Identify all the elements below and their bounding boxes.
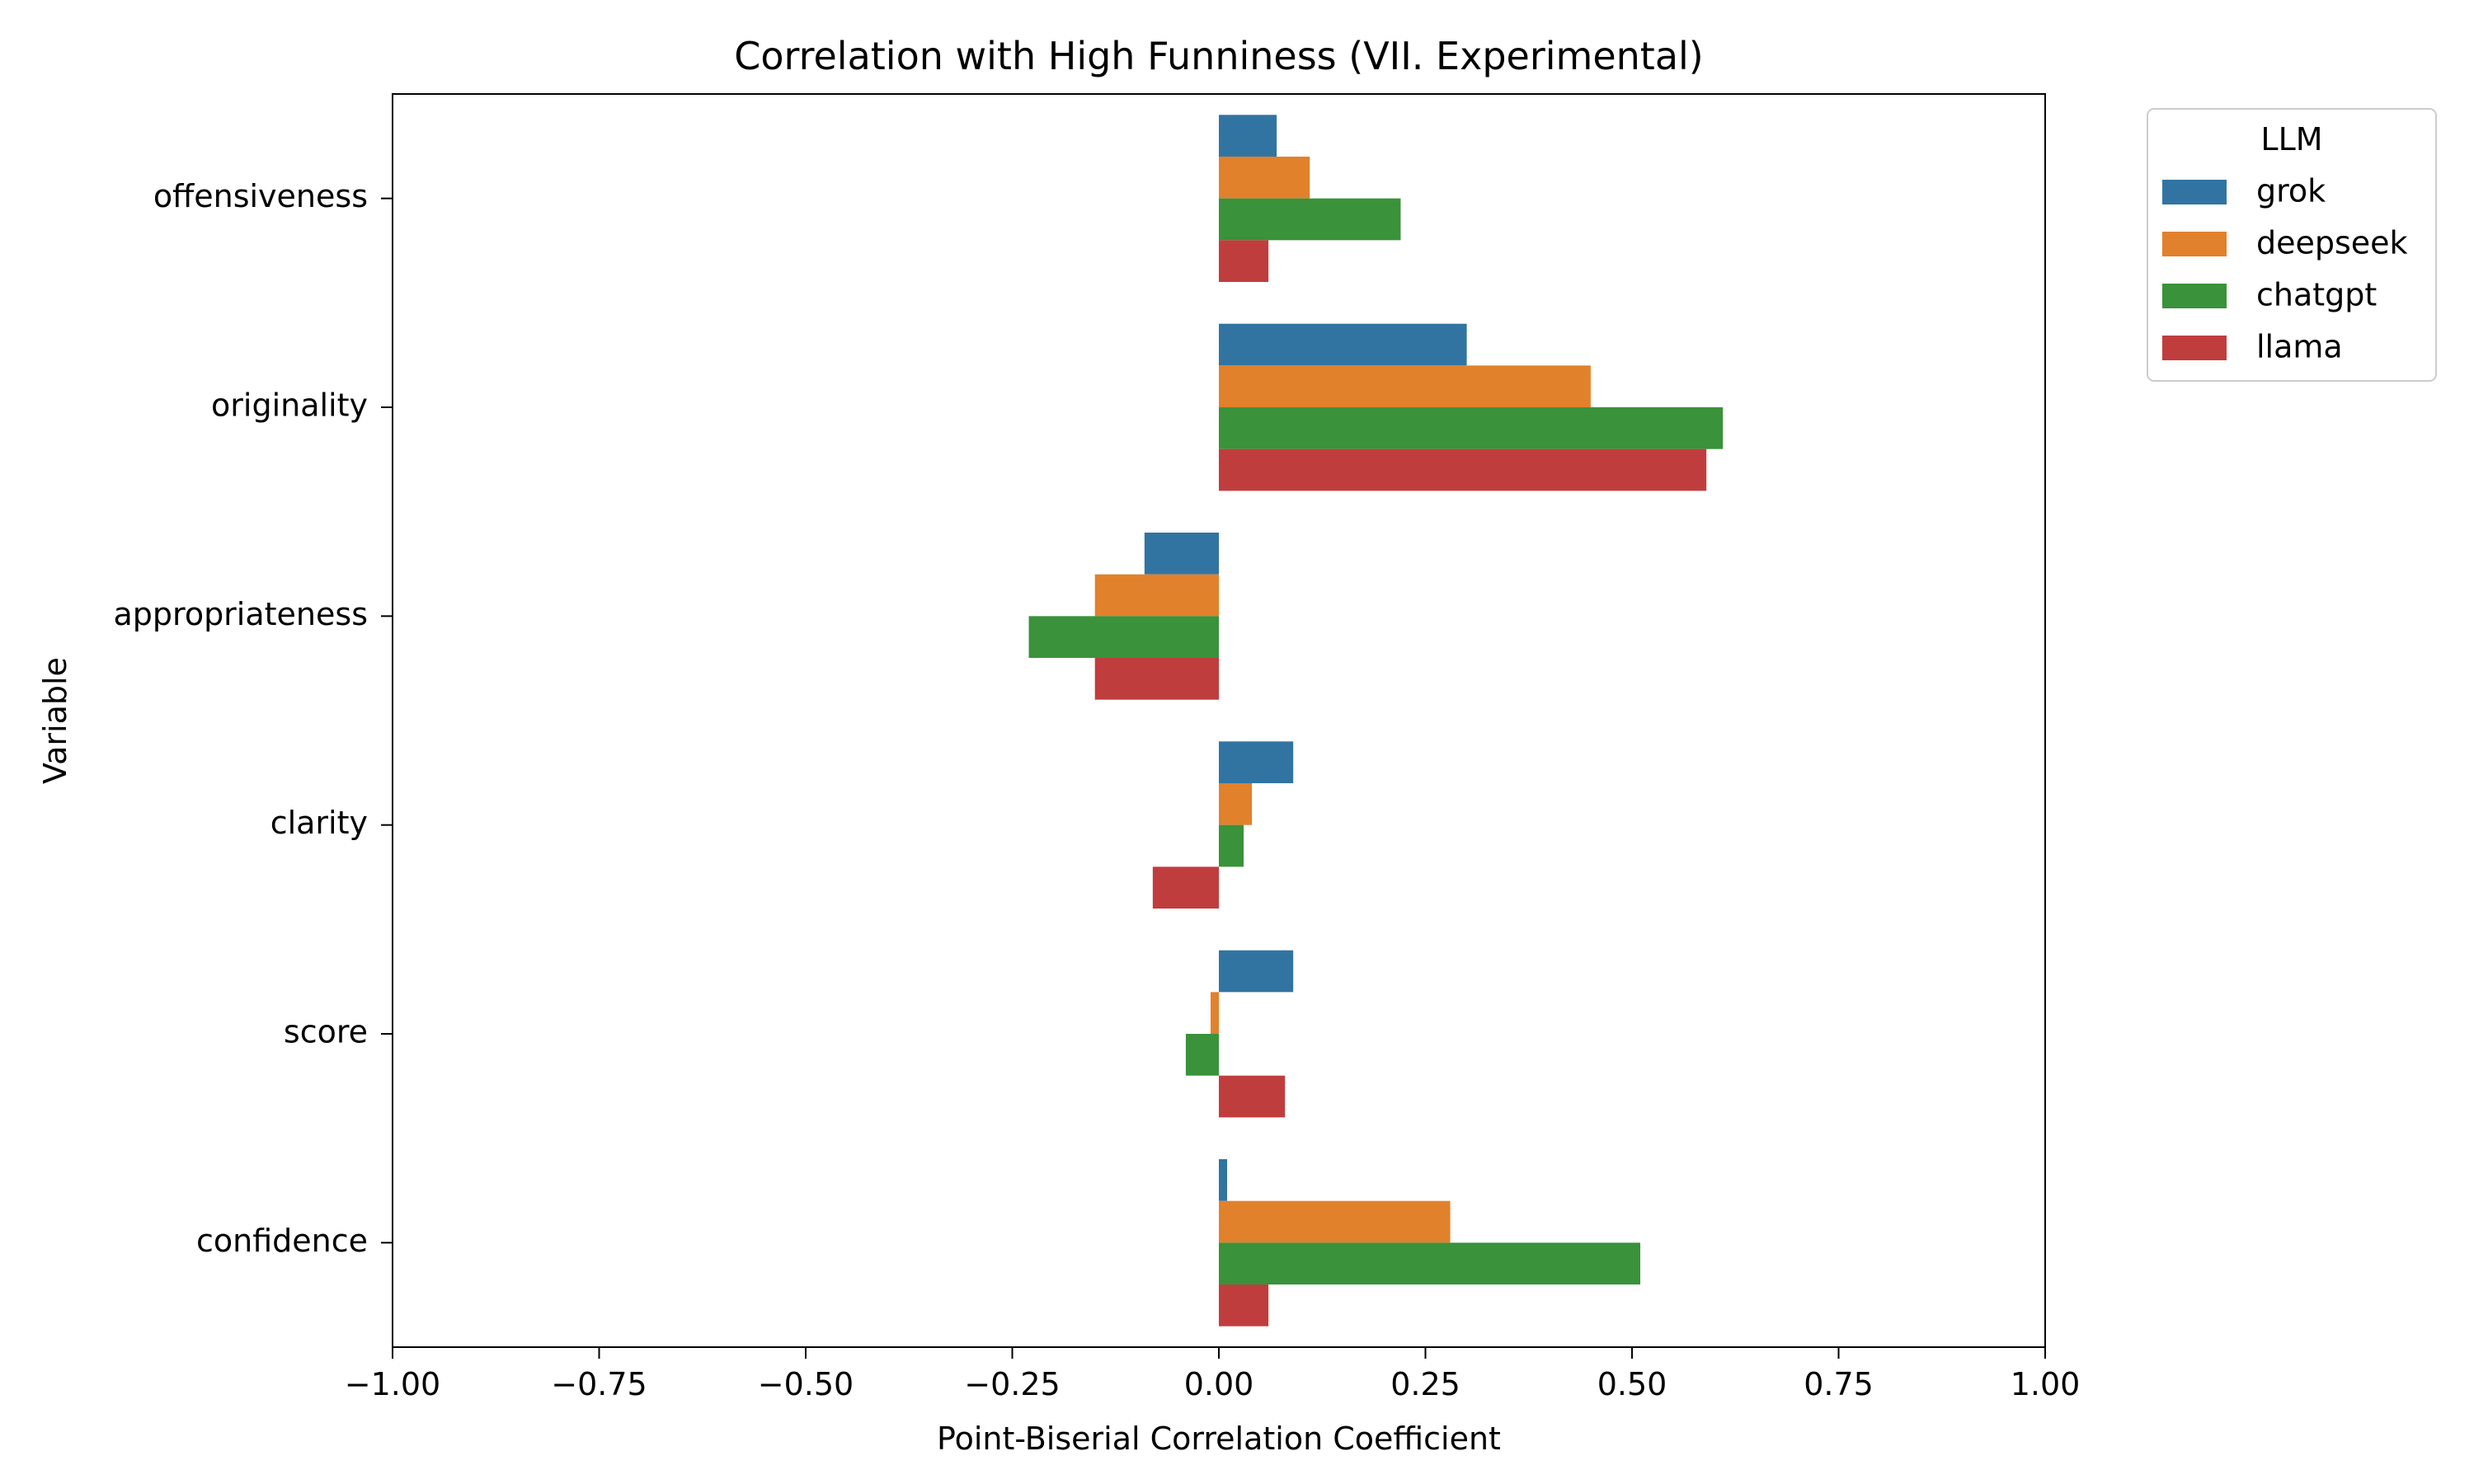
- bar-score-llama: [1219, 1075, 1286, 1118]
- y-tick-label: score: [284, 1014, 368, 1050]
- bar-offensiveness-deepseek: [1219, 157, 1310, 199]
- bar-appropriateness-chatgpt: [1028, 616, 1219, 658]
- legend-box: [2147, 108, 2437, 382]
- legend-title: LLM: [2260, 121, 2322, 157]
- bar-originality-llama: [1219, 448, 1707, 491]
- legend-label-deepseek: deepseek: [2256, 225, 2408, 261]
- bar-clarity-chatgpt: [1219, 824, 1244, 867]
- bar-originality-deepseek: [1219, 365, 1591, 407]
- y-tick-label: originality: [211, 387, 368, 424]
- legend-label-grok: grok: [2256, 173, 2326, 209]
- bar-confidence-deepseek: [1219, 1200, 1451, 1243]
- x-tick-label: 0.50: [1597, 1366, 1667, 1402]
- bar-clarity-deepseek: [1219, 783, 1253, 825]
- bar-confidence-grok: [1219, 1159, 1228, 1201]
- x-axis: −1.00 −0.75 −0.50 −0.25 0.00 0.25 0.50 0.75 1.00: [345, 1347, 2081, 1402]
- bar-confidence-llama: [1219, 1284, 1269, 1327]
- legend-swatch-llama: [2162, 336, 2227, 360]
- legend-items: grok deepseek chatgpt llama: [2162, 173, 2408, 365]
- x-tick-label: −1.00: [345, 1366, 440, 1402]
- bar-clarity-grok: [1219, 741, 1294, 783]
- bar-clarity-llama: [1152, 866, 1219, 909]
- bar-score-chatgpt: [1185, 1034, 1219, 1076]
- bar-appropriateness-llama: [1094, 658, 1219, 700]
- legend-label-llama: llama: [2256, 329, 2343, 365]
- bar-score-deepseek: [1210, 992, 1219, 1034]
- legend-swatch-grok: [2162, 180, 2227, 204]
- x-tick-label: −0.50: [758, 1366, 854, 1402]
- x-tick-label: 0.25: [1390, 1366, 1460, 1402]
- bar-confidence-chatgpt: [1219, 1242, 1641, 1284]
- x-tick-label: −0.75: [551, 1366, 647, 1402]
- bar-score-grok: [1219, 950, 1294, 993]
- bar-appropriateness-deepseek: [1094, 574, 1219, 617]
- bar-offensiveness-grok: [1219, 115, 1277, 157]
- legend-label-chatgpt: chatgpt: [2256, 277, 2377, 313]
- x-tick-label: 0.75: [1804, 1366, 1874, 1402]
- x-tick-label: −0.25: [964, 1366, 1060, 1402]
- y-tick-label: clarity: [270, 805, 368, 841]
- bar-offensiveness-llama: [1219, 240, 1269, 282]
- bar-appropriateness-grok: [1144, 533, 1219, 575]
- y-tick-label: confidence: [196, 1223, 368, 1259]
- y-tick-label: appropriateness: [114, 596, 369, 632]
- bar-originality-grok: [1219, 323, 1467, 366]
- y-axis: offensiveness originality appropriateness c…: [114, 178, 393, 1259]
- x-axis-label: Point-Biserial Correlation Coefficient: [937, 1421, 1501, 1457]
- x-tick-label: 0.00: [1184, 1366, 1254, 1402]
- bars-layer: [1028, 115, 1724, 1327]
- x-tick-label: 1.00: [2011, 1366, 2081, 1402]
- y-tick-label: offensiveness: [153, 178, 368, 214]
- legend-swatch-chatgpt: [2162, 284, 2227, 308]
- bar-originality-chatgpt: [1219, 407, 1724, 449]
- y-axis-label: Variable: [37, 657, 73, 784]
- legend-swatch-deepseek: [2162, 232, 2227, 256]
- chart-title: Correlation with High Funniness (VII. Ex…: [734, 34, 1704, 78]
- legend: LLM grok deepseek chatgpt llama: [2147, 108, 2437, 382]
- bar-offensiveness-chatgpt: [1219, 198, 1401, 241]
